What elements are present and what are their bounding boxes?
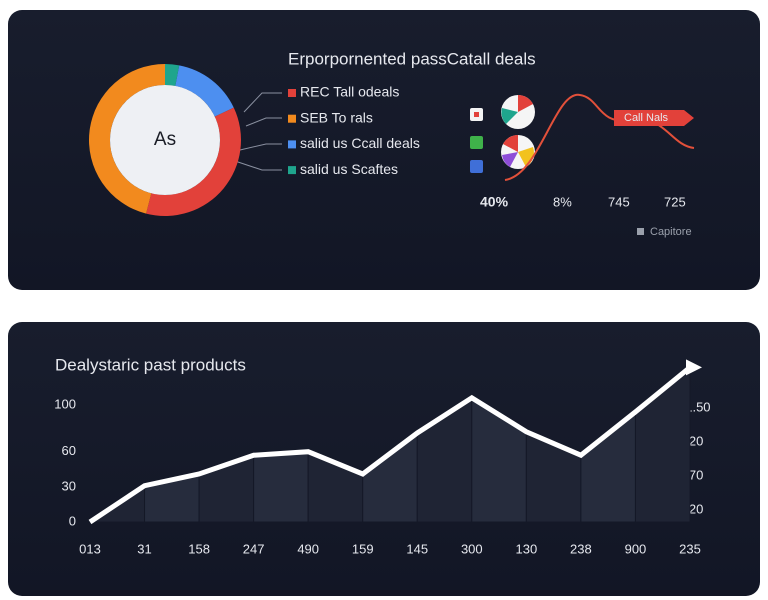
legend-label: salid us Scaftes (300, 161, 398, 177)
legend-swatch (288, 114, 296, 123)
x-tick-label: 900 (625, 541, 647, 556)
pie-center (110, 85, 220, 195)
area-column (253, 451, 309, 523)
y-tick-label: 0 (69, 513, 76, 528)
badge-arrow (684, 110, 694, 126)
stat: 725 (664, 194, 686, 209)
mini-legend-swatch (637, 228, 644, 235)
legend-swatch (288, 89, 296, 97)
connectors (231, 92, 282, 171)
pie-title: Erporpornented passCatall deals (288, 49, 536, 68)
y-tick-label: 100 (54, 396, 76, 411)
mini-curve (504, 93, 695, 181)
stat: 745 (608, 194, 630, 209)
mini-legend: Capitore (650, 226, 692, 238)
legend-swatch (288, 166, 296, 175)
pie-slice (88, 64, 165, 214)
pie-slice (146, 107, 241, 217)
x-tick-label: 238 (570, 541, 592, 556)
badge: Call Nals (624, 112, 669, 124)
legend-label: salid us Ccall deals (300, 135, 420, 151)
line (88, 365, 692, 525)
line-arrow (686, 359, 702, 376)
legend-label: REC Tall odeals (300, 84, 399, 100)
mini-pies (501, 95, 535, 169)
x-tick-label: 130 (516, 541, 538, 556)
x-tick-label: 31 (137, 541, 151, 556)
x-tick-label: 247 (243, 541, 265, 556)
y-tick-label: 60 (62, 443, 76, 458)
legend-swatch (288, 140, 296, 149)
y-tick-label: 30 (62, 478, 76, 493)
x-tick-label: 158 (188, 541, 210, 556)
x-tick-label: 145 (406, 541, 428, 556)
pie-slice (175, 65, 234, 117)
badge-bg (614, 110, 684, 126)
mini-icons (470, 108, 483, 173)
x-tick-label: 490 (297, 541, 319, 556)
pie-slice (165, 64, 180, 86)
stat: 8% (553, 194, 572, 209)
stat: 40% (480, 194, 509, 210)
x-tick-label: 013 (79, 541, 101, 556)
x-tick-label: 300 (461, 541, 483, 556)
legend-label: SEB To rals (300, 109, 373, 125)
x-tick-label: 235 (679, 541, 701, 556)
pie-center-label: As (154, 129, 176, 150)
x-tick-label: 159 (352, 541, 374, 556)
line-title: Dealystaric past products (55, 355, 246, 374)
